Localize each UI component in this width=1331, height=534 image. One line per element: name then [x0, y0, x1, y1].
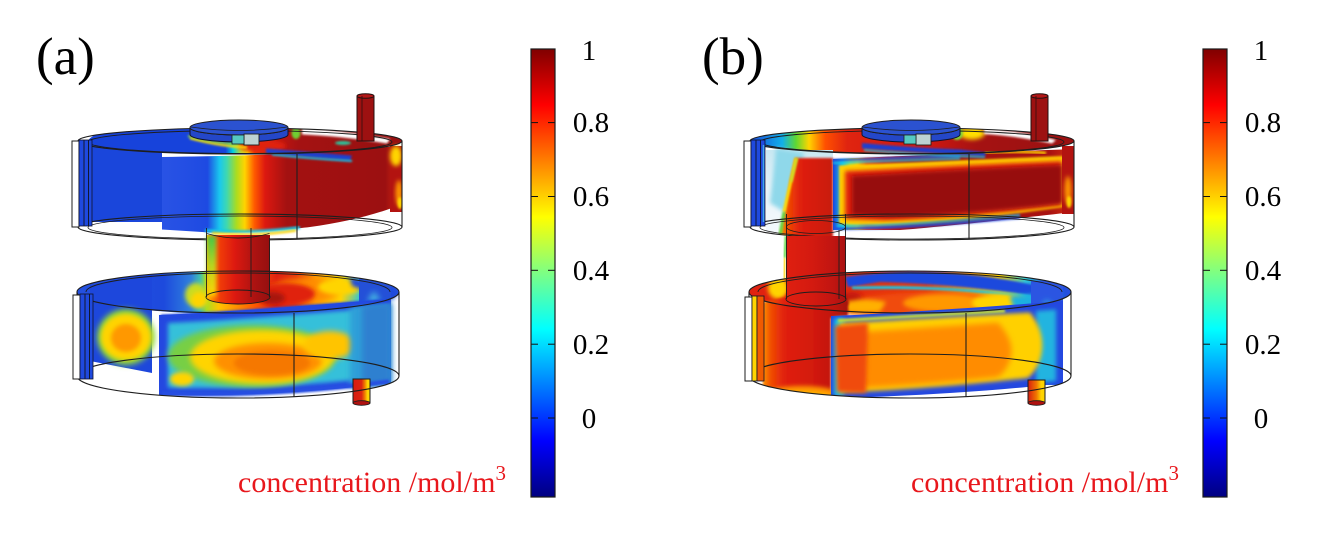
svg-text:0: 0 — [582, 403, 597, 435]
svg-text:concentration /mol/m3: concentration /mol/m3 — [911, 461, 1179, 499]
svg-text:0.8: 0.8 — [1245, 107, 1281, 139]
svg-text:1: 1 — [1254, 35, 1269, 67]
svg-text:(b): (b) — [702, 28, 764, 86]
svg-text:0: 0 — [1254, 403, 1269, 435]
svg-text:0.4: 0.4 — [1245, 255, 1282, 287]
svg-text:0.8: 0.8 — [573, 107, 609, 139]
svg-text:concentration /mol/m3: concentration /mol/m3 — [238, 461, 506, 499]
svg-text:0.2: 0.2 — [573, 329, 609, 361]
svg-text:0.4: 0.4 — [573, 255, 610, 287]
svg-text:0.6: 0.6 — [573, 181, 609, 213]
svg-text:0.2: 0.2 — [1245, 329, 1281, 361]
svg-text:1: 1 — [582, 35, 597, 67]
svg-text:(a): (a) — [36, 28, 95, 86]
svg-text:0.6: 0.6 — [1245, 181, 1281, 213]
